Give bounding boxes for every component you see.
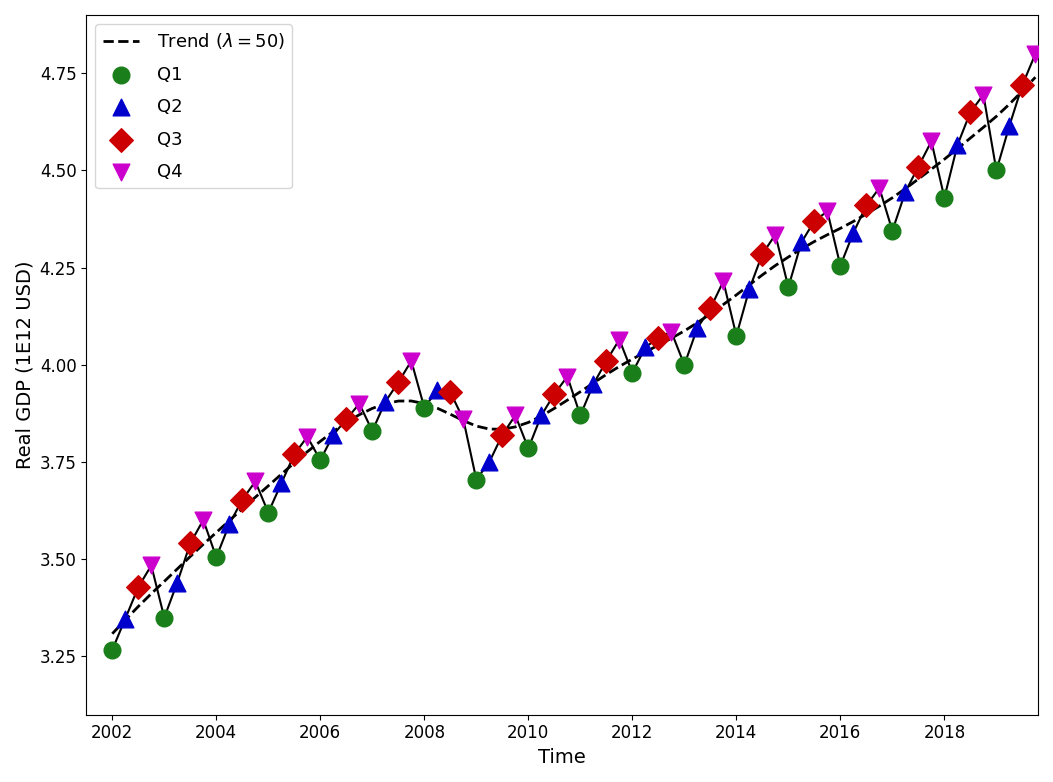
Q2: [325, 429, 342, 441]
Q3: [130, 581, 146, 594]
Q3: [598, 355, 615, 368]
Q4: [923, 135, 940, 148]
Q4: [455, 413, 472, 425]
Q2: [117, 612, 134, 625]
Q4: [663, 325, 680, 338]
Q3: [962, 106, 979, 118]
Q3: [858, 199, 875, 212]
Q3: [494, 429, 511, 441]
Q2: [897, 185, 914, 198]
Q3: [234, 493, 251, 506]
Q1: [936, 192, 953, 204]
Q3: [285, 448, 302, 461]
Q1: [780, 281, 797, 293]
Q1: [416, 401, 433, 414]
Q1: [832, 260, 849, 272]
Q2: [481, 456, 498, 468]
Q1: [988, 164, 1005, 177]
Q2: [741, 283, 758, 296]
Q1: [260, 506, 277, 518]
Q1: [728, 329, 744, 342]
Q3: [182, 537, 199, 550]
Q1: [676, 359, 693, 371]
Q2: [168, 576, 185, 589]
Q4: [1027, 48, 1044, 60]
Q3: [702, 302, 719, 314]
Q4: [819, 205, 836, 217]
Q4: [611, 333, 628, 346]
Q4: [767, 228, 783, 241]
Q3: [338, 413, 355, 425]
Q1: [520, 442, 537, 454]
Q3: [650, 332, 667, 344]
Q3: [442, 386, 459, 398]
Q2: [637, 341, 654, 353]
Q2: [949, 139, 966, 152]
Y-axis label: Real GDP (1E12 USD): Real GDP (1E12 USD): [15, 260, 34, 469]
Q4: [715, 275, 732, 288]
Q3: [545, 388, 562, 400]
Q1: [156, 612, 173, 624]
Q4: [246, 475, 263, 488]
Q3: [1014, 79, 1031, 91]
Q1: [624, 367, 641, 379]
Q2: [584, 378, 601, 390]
Q2: [377, 396, 394, 408]
Q4: [559, 370, 576, 382]
Q2: [429, 384, 445, 396]
Q1: [312, 454, 329, 466]
Q1: [468, 473, 484, 486]
Q4: [975, 88, 992, 101]
Q4: [403, 355, 420, 368]
Q1: [104, 644, 121, 656]
Q2: [793, 236, 810, 249]
Q3: [806, 215, 822, 228]
Q1: [883, 224, 900, 237]
Q3: [754, 248, 771, 260]
Q2: [273, 477, 290, 490]
Q3: [390, 376, 406, 389]
Q2: [1001, 120, 1018, 132]
Q4: [351, 397, 367, 410]
Q4: [195, 514, 212, 526]
Q4: [871, 181, 888, 194]
Q4: [299, 431, 316, 443]
Q1: [207, 551, 224, 564]
X-axis label: Time: Time: [538, 748, 587, 767]
Q2: [845, 227, 861, 239]
Q4: [506, 409, 523, 421]
Q1: [572, 409, 589, 421]
Q2: [221, 518, 238, 530]
Legend: Trend ($\lambda = 50$), Q1, Q2, Q3, Q4: Trend ($\lambda = 50$), Q1, Q2, Q3, Q4: [96, 24, 292, 188]
Q1: [364, 425, 381, 437]
Q2: [689, 321, 706, 334]
Q2: [533, 409, 550, 421]
Q3: [910, 160, 927, 173]
Q4: [143, 559, 160, 572]
